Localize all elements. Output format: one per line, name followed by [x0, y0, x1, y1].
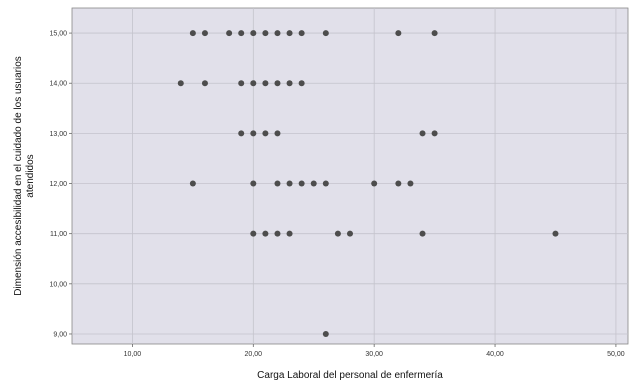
scatter-point	[274, 80, 281, 87]
scatter-point	[419, 230, 426, 237]
scatter-point	[238, 30, 245, 37]
y-axis-title-line-2: atendidos	[25, 154, 36, 197]
scatter-point	[262, 30, 269, 37]
x-tick-label: 10,00	[124, 351, 142, 358]
scatter-point	[250, 230, 257, 237]
scatter-point	[274, 230, 281, 237]
scatter-point	[347, 230, 353, 237]
x-tick-label: 30,00	[365, 351, 383, 358]
scatter-point	[238, 130, 245, 137]
scatter-point	[262, 80, 269, 87]
scatter-point	[395, 180, 402, 187]
y-tick-label: 11,00	[50, 231, 67, 238]
scatter-point	[298, 30, 305, 37]
scatter-point	[286, 230, 293, 237]
scatter-point	[310, 180, 317, 187]
scatter-point	[262, 130, 269, 137]
scatter-point	[201, 30, 208, 37]
scatter-point	[189, 30, 196, 37]
y-tick-label: 10,00	[49, 281, 67, 288]
scatter-point	[286, 30, 293, 37]
scatter-point	[431, 30, 438, 37]
grid-lines	[72, 8, 628, 344]
x-tick-label: 50,00	[607, 351, 625, 358]
scatter-point	[431, 130, 438, 137]
scatter-point	[250, 80, 257, 87]
y-tick-label: 12,00	[49, 181, 67, 188]
scatter-point	[274, 180, 281, 187]
scatter-point	[298, 180, 305, 187]
scatter-point	[250, 30, 257, 37]
scatter-point	[371, 180, 378, 187]
x-tick-label: 40,00	[486, 351, 504, 358]
x-axis-ticks: 10,00 20,00 30,00 40,00 50,00	[124, 344, 625, 358]
scatter-point	[286, 180, 293, 187]
scatter-point	[274, 130, 281, 137]
scatter-point	[262, 230, 269, 237]
scatter-point	[274, 30, 281, 37]
y-tick-label: 15,00	[49, 31, 67, 38]
scatter-point	[395, 30, 402, 37]
scatter-point	[407, 180, 414, 187]
scatter-point	[250, 180, 257, 187]
scatter-point	[189, 180, 196, 187]
y-axis-title-line-1: Dimensión accesibilidad en el cuidado de…	[13, 56, 24, 296]
scatter-point	[552, 230, 559, 237]
scatter-point	[238, 80, 245, 87]
plot-area	[71, 7, 629, 345]
scatter-point	[226, 30, 233, 37]
scatter-point	[298, 80, 305, 87]
scatter-point	[177, 80, 184, 87]
y-axis-ticks: 9,00 10,00 11,00 12,00 13,00 14,00 15,00	[49, 31, 72, 338]
scatter-point	[201, 80, 208, 87]
y-tick-label: 9,00	[53, 331, 67, 338]
scatter-point	[322, 330, 329, 337]
y-tick-label: 13,00	[49, 131, 67, 138]
scatter-point	[286, 80, 293, 87]
data-points	[177, 30, 559, 337]
y-tick-label: 14,00	[49, 81, 67, 88]
scatter-point	[334, 230, 341, 237]
scatter-point	[419, 130, 426, 137]
scatter-point	[322, 180, 329, 187]
x-axis-title: Carga Laboral del personal de enfermería	[257, 370, 443, 381]
x-tick-label: 20,00	[245, 351, 263, 358]
scatter-point	[250, 130, 257, 137]
scatter-point	[322, 30, 329, 37]
